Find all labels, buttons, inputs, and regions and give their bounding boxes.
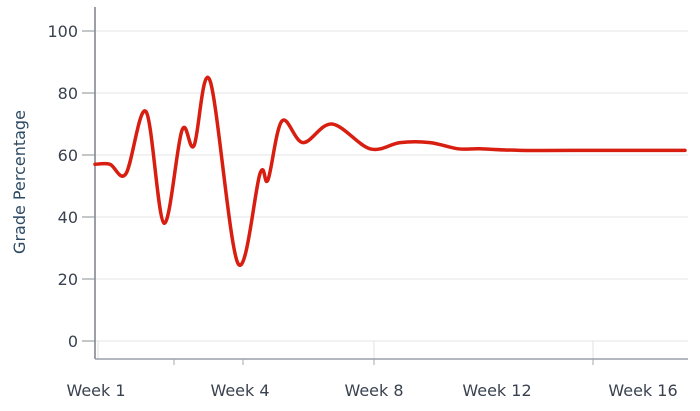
y-tick-label: 20: [58, 270, 78, 289]
x-tick-label: Week 12: [462, 381, 531, 400]
grade-line: [93, 75, 687, 268]
y-tick-label: 60: [58, 146, 78, 165]
x-tick-label: Week 8: [344, 381, 403, 400]
y-tick-label: 100: [47, 22, 78, 41]
y-tick-label: 40: [58, 208, 78, 227]
y-tick-label: 0: [68, 332, 78, 351]
x-ticks: Week 1 Week 4 Week 8 Week 12 Week 16: [66, 359, 678, 400]
x-tick-label: Week 4: [210, 381, 269, 400]
gridlines: [95, 30, 688, 359]
x-tick-label: Week 1: [66, 381, 125, 400]
x-tick-label: Week 16: [608, 381, 677, 400]
y-ticks: 0 20 40 60 80 100: [47, 22, 95, 351]
y-tick-label: 80: [58, 84, 78, 103]
y-axis-label: Grade Percentage: [10, 110, 29, 254]
